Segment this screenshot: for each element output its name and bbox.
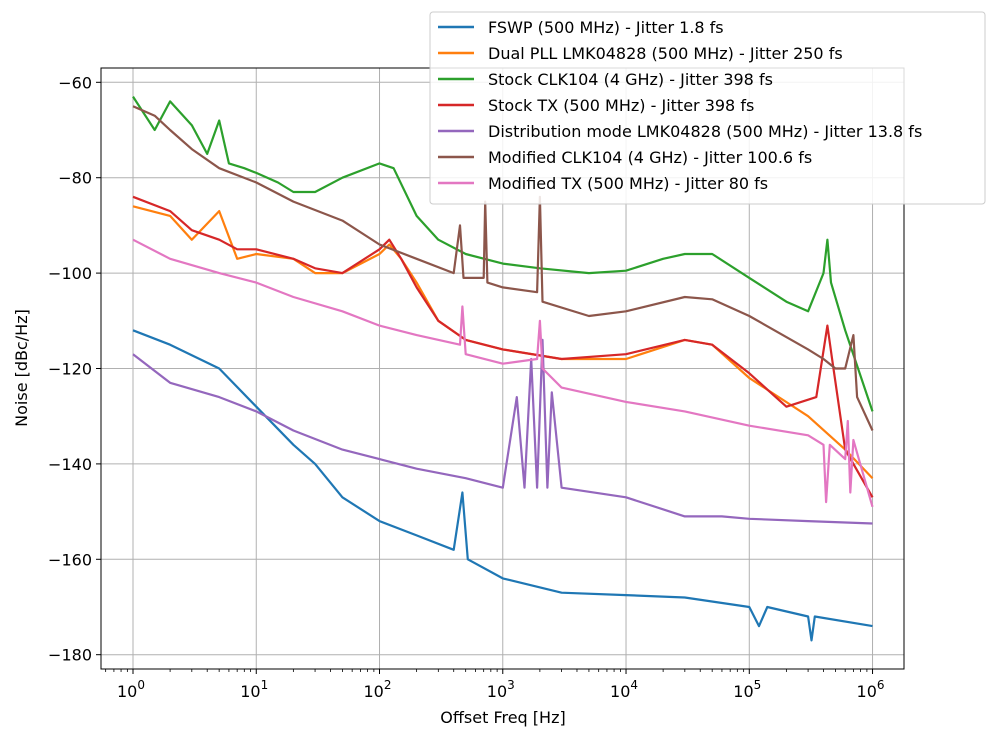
- x-tick-base: 10: [733, 682, 753, 701]
- y-tick-label: −180: [48, 646, 92, 665]
- x-tick-exponent: 3: [507, 678, 515, 692]
- x-tick-label: 101: [240, 678, 268, 701]
- legend-label-5: Distribution mode LMK04828 (500 MHz) - J…: [488, 122, 922, 141]
- x-tick-exponent: 0: [137, 678, 145, 692]
- x-tick-base: 10: [857, 682, 877, 701]
- legend-label-7: Modified TX (500 MHz) - Jitter 80 fs: [488, 174, 768, 193]
- x-tick-base: 10: [364, 682, 384, 701]
- x-tick-label: 103: [487, 678, 515, 701]
- x-tick-label: 100: [117, 678, 145, 701]
- legend-box: [429, 11, 986, 205]
- series-layer: [132, 96, 874, 642]
- series-line-7: [132, 238, 874, 508]
- x-tick-label: 104: [610, 678, 638, 701]
- axes: 100 101 102 103 104 105 106−60−80−100−120−140−…: [48, 67, 905, 701]
- y-tick-label: −140: [48, 455, 92, 474]
- x-tick-base: 10: [117, 682, 137, 701]
- series-line-3: [132, 96, 874, 412]
- y-tick-label: −80: [58, 169, 92, 188]
- y-tick-label: −60: [58, 73, 92, 92]
- x-tick-exponent: 2: [384, 678, 392, 692]
- legend-label-1: FSWP (500 MHz) - Jitter 1.8 fs: [488, 18, 724, 37]
- x-axis-label: Offset Freq [Hz]: [440, 708, 565, 727]
- x-tick-exponent: 1: [261, 678, 269, 692]
- legend-label-3: Stock CLK104 (4 GHz) - Jitter 398 fs: [488, 70, 773, 89]
- y-tick-label: −160: [48, 550, 92, 569]
- x-tick-base: 10: [610, 682, 630, 701]
- grid: [101, 68, 904, 669]
- x-tick-base: 10: [487, 682, 507, 701]
- x-tick-exponent: 5: [754, 678, 762, 692]
- series-line-5: [132, 338, 873, 525]
- x-tick-label: 105: [733, 678, 761, 701]
- legend-label-6: Modified CLK104 (4 GHz) - Jitter 100.6 f…: [488, 148, 812, 167]
- legend-label-2: Dual PLL LMK04828 (500 MHz) - Jitter 250…: [488, 44, 843, 63]
- x-tick-base: 10: [240, 682, 260, 701]
- y-axis-label: Noise [dBc/Hz]: [12, 309, 31, 427]
- x-tick-exponent: 6: [877, 678, 885, 692]
- series-line-4: [132, 195, 874, 498]
- x-tick-label: 106: [857, 678, 885, 701]
- series-line-6: [132, 105, 874, 431]
- legend-label-4: Stock TX (500 MHz) - Jitter 398 fs: [488, 96, 754, 115]
- x-tick-exponent: 4: [630, 678, 638, 692]
- y-tick-label: −100: [48, 264, 92, 283]
- legend: FSWP (500 MHz) - Jitter 1.8 fs Dual PLL L…: [429, 11, 986, 205]
- x-tick-label: 102: [364, 678, 392, 701]
- series-line-1: [132, 329, 873, 642]
- y-tick-label: −120: [48, 360, 92, 379]
